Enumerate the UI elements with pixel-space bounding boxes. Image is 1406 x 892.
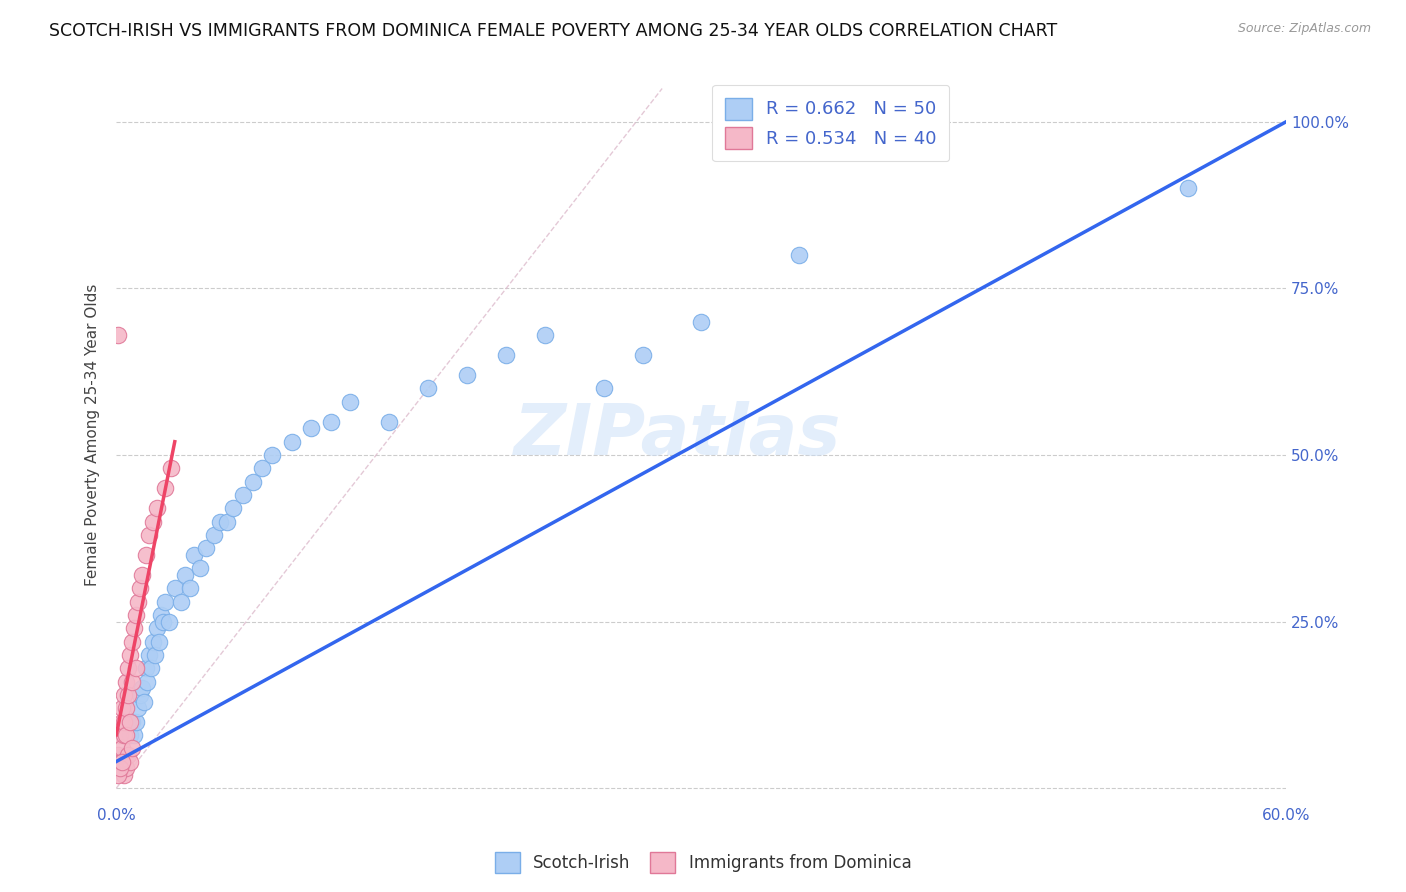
Point xyxy=(183,548,205,562)
Point xyxy=(118,714,141,729)
Point xyxy=(112,728,135,742)
Point xyxy=(112,688,135,702)
Point xyxy=(112,714,135,729)
Point xyxy=(146,621,169,635)
Point xyxy=(143,648,166,662)
Point xyxy=(160,461,183,475)
Point xyxy=(142,515,165,529)
Point xyxy=(169,594,191,608)
Point xyxy=(111,755,134,769)
Point xyxy=(202,528,225,542)
Point xyxy=(107,328,129,343)
Point xyxy=(378,415,401,429)
Point xyxy=(107,768,129,782)
Text: ZIPatlas: ZIPatlas xyxy=(515,401,841,469)
Point xyxy=(217,515,239,529)
Point xyxy=(418,381,440,395)
Point xyxy=(115,747,138,762)
Point xyxy=(131,568,153,582)
Point xyxy=(111,701,134,715)
Point xyxy=(115,761,138,775)
Point xyxy=(242,475,264,489)
Point xyxy=(117,661,139,675)
Point xyxy=(134,661,156,675)
Point xyxy=(163,582,186,596)
Point xyxy=(117,688,139,702)
Point xyxy=(118,755,141,769)
Point xyxy=(690,315,713,329)
Point xyxy=(115,728,138,742)
Point xyxy=(125,607,148,622)
Point xyxy=(127,701,149,715)
Point xyxy=(122,621,145,635)
Point xyxy=(150,607,173,622)
Point xyxy=(252,461,274,475)
Point xyxy=(108,755,131,769)
Point xyxy=(111,741,134,756)
Text: Source: ZipAtlas.com: Source: ZipAtlas.com xyxy=(1237,22,1371,36)
Point xyxy=(118,728,141,742)
Point xyxy=(125,714,148,729)
Point xyxy=(128,688,150,702)
Point xyxy=(194,541,217,556)
Point xyxy=(631,348,654,362)
Point xyxy=(127,594,149,608)
Point xyxy=(152,615,174,629)
Point xyxy=(495,348,517,362)
Point xyxy=(456,368,478,382)
Point xyxy=(179,582,201,596)
Point xyxy=(108,761,131,775)
Point xyxy=(146,501,169,516)
Point xyxy=(208,515,231,529)
Point xyxy=(111,755,134,769)
Point xyxy=(107,747,129,762)
Point xyxy=(115,701,138,715)
Point xyxy=(142,634,165,648)
Point xyxy=(132,695,155,709)
Point xyxy=(111,714,134,729)
Point xyxy=(108,728,131,742)
Point xyxy=(787,248,810,262)
Point xyxy=(262,448,284,462)
Point xyxy=(138,528,160,542)
Point xyxy=(121,634,143,648)
Point xyxy=(131,681,153,696)
Point xyxy=(117,747,139,762)
Point xyxy=(157,615,180,629)
Legend: R = 0.662   N = 50, R = 0.534   N = 40: R = 0.662 N = 50, R = 0.534 N = 40 xyxy=(711,85,949,161)
Point xyxy=(173,568,195,582)
Point xyxy=(299,421,322,435)
Point xyxy=(121,674,143,689)
Point xyxy=(188,561,211,575)
Point xyxy=(153,481,176,495)
Point xyxy=(122,728,145,742)
Point xyxy=(128,582,150,596)
Point xyxy=(319,415,342,429)
Point xyxy=(118,648,141,662)
Point xyxy=(222,501,245,516)
Point xyxy=(1177,181,1199,195)
Point xyxy=(153,594,176,608)
Point xyxy=(138,648,160,662)
Point xyxy=(148,634,170,648)
Point xyxy=(280,434,302,449)
Text: SCOTCH-IRISH VS IMMIGRANTS FROM DOMINICA FEMALE POVERTY AMONG 25-34 YEAR OLDS CO: SCOTCH-IRISH VS IMMIGRANTS FROM DOMINICA… xyxy=(49,22,1057,40)
Point xyxy=(121,714,143,729)
Point xyxy=(141,661,163,675)
Point xyxy=(115,674,138,689)
Point xyxy=(112,768,135,782)
Point xyxy=(121,741,143,756)
Legend: Scotch-Irish, Immigrants from Dominica: Scotch-Irish, Immigrants from Dominica xyxy=(488,846,918,880)
Point xyxy=(232,488,254,502)
Point xyxy=(125,661,148,675)
Point xyxy=(134,548,156,562)
Point xyxy=(592,381,614,395)
Y-axis label: Female Poverty Among 25-34 Year Olds: Female Poverty Among 25-34 Year Olds xyxy=(86,284,100,586)
Point xyxy=(534,328,557,343)
Point xyxy=(136,674,159,689)
Point xyxy=(339,394,361,409)
